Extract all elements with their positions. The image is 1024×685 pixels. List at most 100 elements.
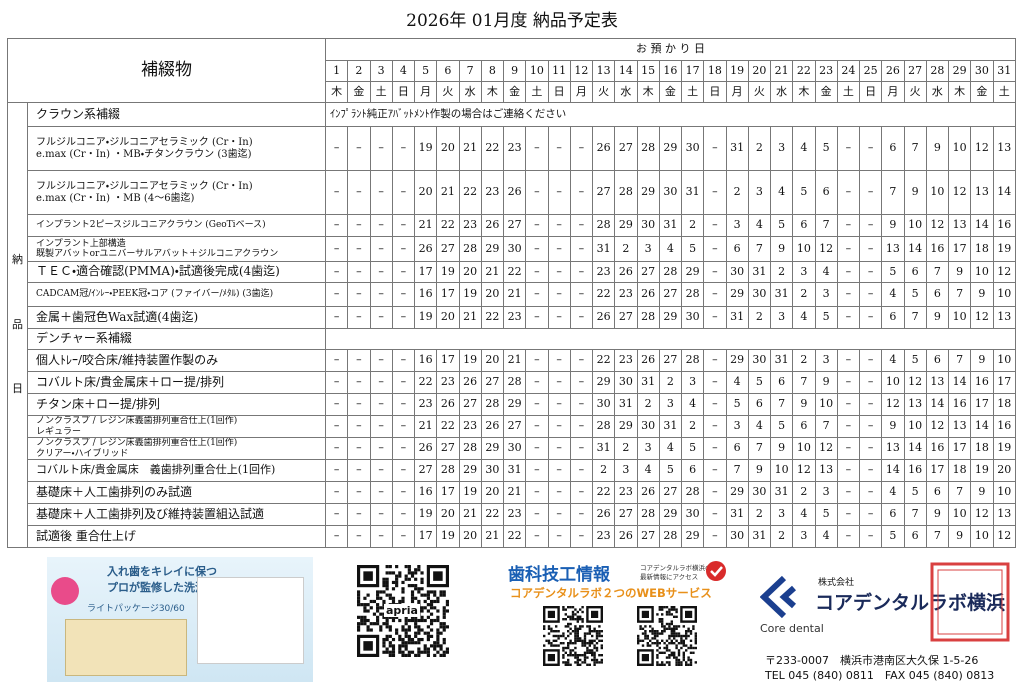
delivery-day: 13 (970, 170, 994, 215)
qr-module (661, 608, 664, 611)
delivery-day: – (836, 481, 861, 504)
qr-module (685, 610, 693, 618)
qr-module (439, 647, 443, 651)
weekday: 土 (992, 81, 1016, 103)
qr-module (651, 642, 654, 645)
qr-module (445, 625, 449, 629)
qr-module (363, 615, 367, 619)
qr-module (661, 661, 664, 664)
delivery-day: 26 (413, 437, 438, 460)
delivery-day: – (525, 170, 549, 215)
qr-module (673, 630, 676, 633)
qr-module (675, 661, 678, 664)
weekday: 木 (636, 81, 660, 103)
qr-module (581, 654, 584, 657)
delivery-day: – (347, 349, 371, 372)
qr-module (442, 615, 446, 619)
delivery-day: – (858, 503, 883, 526)
qr-module (426, 615, 430, 619)
delivery-day: – (569, 282, 594, 307)
company-seal (930, 562, 1010, 642)
qr-module (401, 644, 405, 648)
qr-module (442, 625, 446, 629)
delivery-day: 20 (436, 126, 460, 171)
delivery-day: – (858, 349, 883, 372)
qr-module (547, 610, 555, 618)
qr-module (543, 634, 546, 638)
delivery-day: 16 (925, 236, 950, 262)
delivery-day: 26 (614, 261, 638, 283)
qr-module (562, 649, 565, 652)
qr-module (637, 642, 640, 645)
qr-module (682, 642, 685, 645)
qr-module (569, 651, 572, 654)
delivery-day: – (347, 393, 371, 416)
delivery-day: – (836, 415, 861, 438)
delivery-day: 13 (947, 214, 972, 237)
delivery-day: 9 (881, 214, 905, 237)
qr-module (637, 637, 640, 640)
delivery-day: 14 (970, 214, 994, 237)
qr-module (653, 642, 657, 645)
qr-module (429, 599, 434, 604)
qr-module (646, 642, 649, 645)
qr-module (552, 639, 555, 642)
delivery-day: 5 (747, 371, 772, 394)
delivery-day: 10 (992, 282, 1016, 307)
delivery-day: – (858, 393, 883, 416)
delivery-day: 29 (680, 261, 705, 283)
qr-module (417, 587, 421, 591)
qr-module (433, 647, 437, 651)
delivery-day: 14 (903, 236, 927, 262)
qr-module (391, 618, 396, 623)
qr-module (442, 650, 446, 654)
qr-module (675, 608, 678, 611)
delivery-day: 5 (881, 261, 905, 283)
day-number: 29 (947, 60, 972, 82)
qr-module (579, 625, 582, 628)
qr-module (407, 565, 411, 569)
qr-module (600, 658, 603, 662)
table-row: 金属＋歯冠色Wax試適(4歯迄) – – – –19 20 21 22 23– – –26 27 28 2… (8, 306, 1016, 329)
qr-module (429, 618, 434, 623)
qr-module (401, 625, 405, 629)
day-number: 22 (792, 60, 816, 82)
qr-module (571, 630, 575, 633)
qr-module (562, 606, 565, 609)
qr-label: apria (384, 604, 420, 617)
delivery-day: 30 (636, 415, 660, 438)
delivery-day: – (525, 282, 549, 307)
qr-module (673, 637, 676, 640)
qr-module (579, 615, 582, 618)
delivery-day: – (347, 371, 371, 394)
delivery-day: – (324, 261, 349, 283)
delivery-day: 19 (992, 236, 1016, 262)
qr-module (665, 661, 669, 664)
qr-module (562, 656, 565, 659)
qr-module (385, 577, 389, 581)
qr-module (395, 615, 399, 619)
delivery-day: – (391, 371, 416, 394)
qr-module (363, 571, 373, 581)
qr-module (661, 620, 664, 623)
delivery-day: 6 (725, 236, 749, 262)
delivery-day: 19 (458, 349, 482, 372)
qr-module (366, 625, 370, 629)
qr-module (414, 634, 418, 638)
delivery-day: 5 (903, 481, 927, 504)
delivery-day: – (391, 437, 416, 460)
qr-module (588, 632, 591, 635)
qr-module (673, 642, 676, 645)
delivery-day: 13 (881, 236, 905, 262)
delivery-day: 4 (881, 349, 905, 372)
delivery-day: 17 (947, 236, 972, 262)
qr-module (600, 634, 603, 638)
qr-module (407, 568, 411, 572)
delivery-day: – (569, 481, 594, 504)
delivery-day: 14 (903, 437, 927, 460)
qr-module (404, 653, 408, 657)
qr-module (391, 615, 396, 619)
qr-module (401, 650, 405, 654)
delivery-day: 9 (947, 261, 972, 283)
delivery-day: – (525, 214, 549, 237)
